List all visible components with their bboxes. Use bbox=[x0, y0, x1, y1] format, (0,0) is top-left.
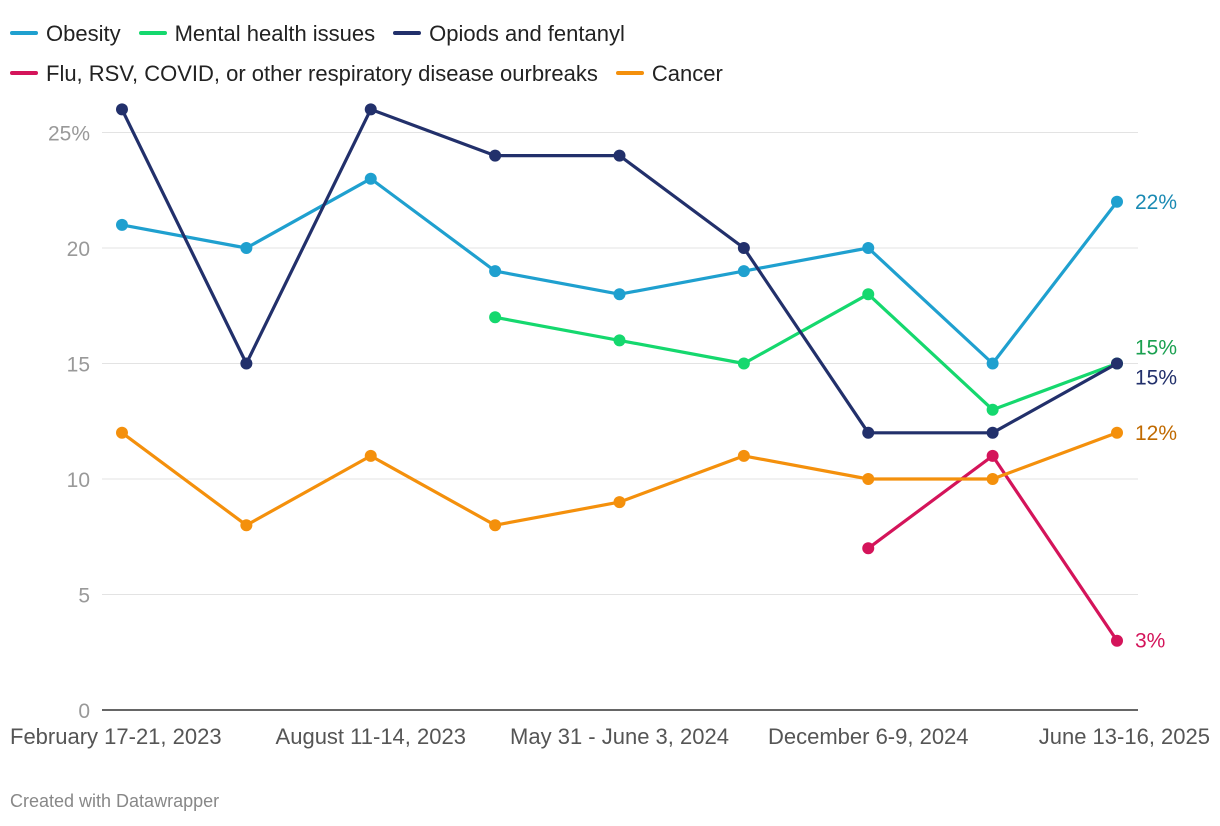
y-tick-label: 25% bbox=[48, 123, 90, 146]
legend-item: Flu, RSV, COVID, or other respiratory di… bbox=[10, 54, 598, 94]
data-point bbox=[862, 288, 875, 301]
y-tick-label: 5 bbox=[78, 585, 90, 608]
legend-item: Obesity bbox=[10, 14, 121, 54]
legend-item: Cancer bbox=[615, 54, 723, 94]
data-point bbox=[364, 103, 377, 116]
data-point bbox=[986, 449, 999, 462]
end-value-label: 3% bbox=[1135, 630, 1165, 653]
legend-item: Mental health issues bbox=[138, 14, 376, 54]
data-point bbox=[986, 357, 999, 370]
data-point bbox=[613, 288, 626, 301]
legend-swatch bbox=[138, 31, 167, 36]
legend-label: Mental health issues bbox=[174, 21, 376, 46]
end-value-label: 15% bbox=[1135, 337, 1177, 360]
y-tick-label: 15 bbox=[67, 354, 90, 377]
legend-swatch bbox=[10, 31, 38, 36]
credit-text: Created with Datawrapper bbox=[10, 791, 220, 811]
x-tick-label: February 17-21, 2023 bbox=[10, 724, 222, 749]
x-tick-label: June 13-16, 2025 bbox=[1039, 724, 1210, 749]
x-tick-label: May 31 - June 3, 2024 bbox=[510, 724, 729, 749]
data-point bbox=[364, 449, 377, 462]
x-tick-label: December 6-9, 2024 bbox=[768, 724, 969, 749]
data-point bbox=[613, 496, 626, 509]
legend-item: Opiods and fentanyl bbox=[393, 14, 625, 54]
data-point bbox=[489, 265, 502, 278]
end-value-label: 15% bbox=[1135, 367, 1177, 390]
data-point bbox=[613, 149, 626, 162]
legend-label: Flu, RSV, COVID, or other respiratory di… bbox=[46, 61, 598, 86]
data-point bbox=[862, 473, 875, 485]
data-point bbox=[240, 242, 253, 254]
data-point bbox=[1111, 634, 1123, 647]
data-point bbox=[1111, 357, 1123, 370]
data-point bbox=[240, 519, 253, 532]
data-point bbox=[489, 149, 502, 162]
legend-label: Cancer bbox=[651, 61, 723, 86]
data-point bbox=[986, 403, 999, 416]
data-point bbox=[364, 172, 377, 185]
data-point bbox=[862, 242, 875, 254]
data-point bbox=[737, 357, 750, 370]
y-tick-label: 0 bbox=[78, 700, 90, 723]
data-point bbox=[240, 357, 253, 370]
data-point bbox=[986, 473, 999, 485]
data-point bbox=[737, 449, 750, 462]
legend-label: Obesity bbox=[46, 21, 121, 46]
legend-swatch bbox=[615, 71, 644, 76]
data-point bbox=[862, 426, 875, 439]
data-point bbox=[737, 265, 750, 278]
series-line bbox=[493, 292, 1119, 412]
data-point bbox=[1111, 426, 1123, 439]
data-point bbox=[489, 519, 502, 532]
data-point bbox=[862, 542, 875, 555]
y-tick-label: 20 bbox=[67, 238, 90, 261]
data-point bbox=[116, 218, 128, 231]
data-point bbox=[116, 426, 128, 439]
legend-label: Opiods and fentanyl bbox=[429, 21, 625, 46]
end-value-label: 12% bbox=[1135, 422, 1177, 445]
x-tick-label: August 11-14, 2023 bbox=[276, 724, 466, 749]
legend-swatch bbox=[10, 71, 38, 76]
data-point bbox=[986, 426, 999, 439]
y-tick-label: 10 bbox=[67, 469, 90, 492]
legend-swatch bbox=[393, 31, 422, 36]
end-value-label: 22% bbox=[1135, 191, 1177, 214]
data-point bbox=[737, 242, 750, 254]
legend: Obesity Mental health issues Opiods and fe… bbox=[10, 14, 1215, 94]
data-point bbox=[1111, 195, 1123, 208]
data-point bbox=[489, 311, 502, 324]
data-point bbox=[613, 334, 626, 347]
data-point bbox=[116, 103, 128, 116]
